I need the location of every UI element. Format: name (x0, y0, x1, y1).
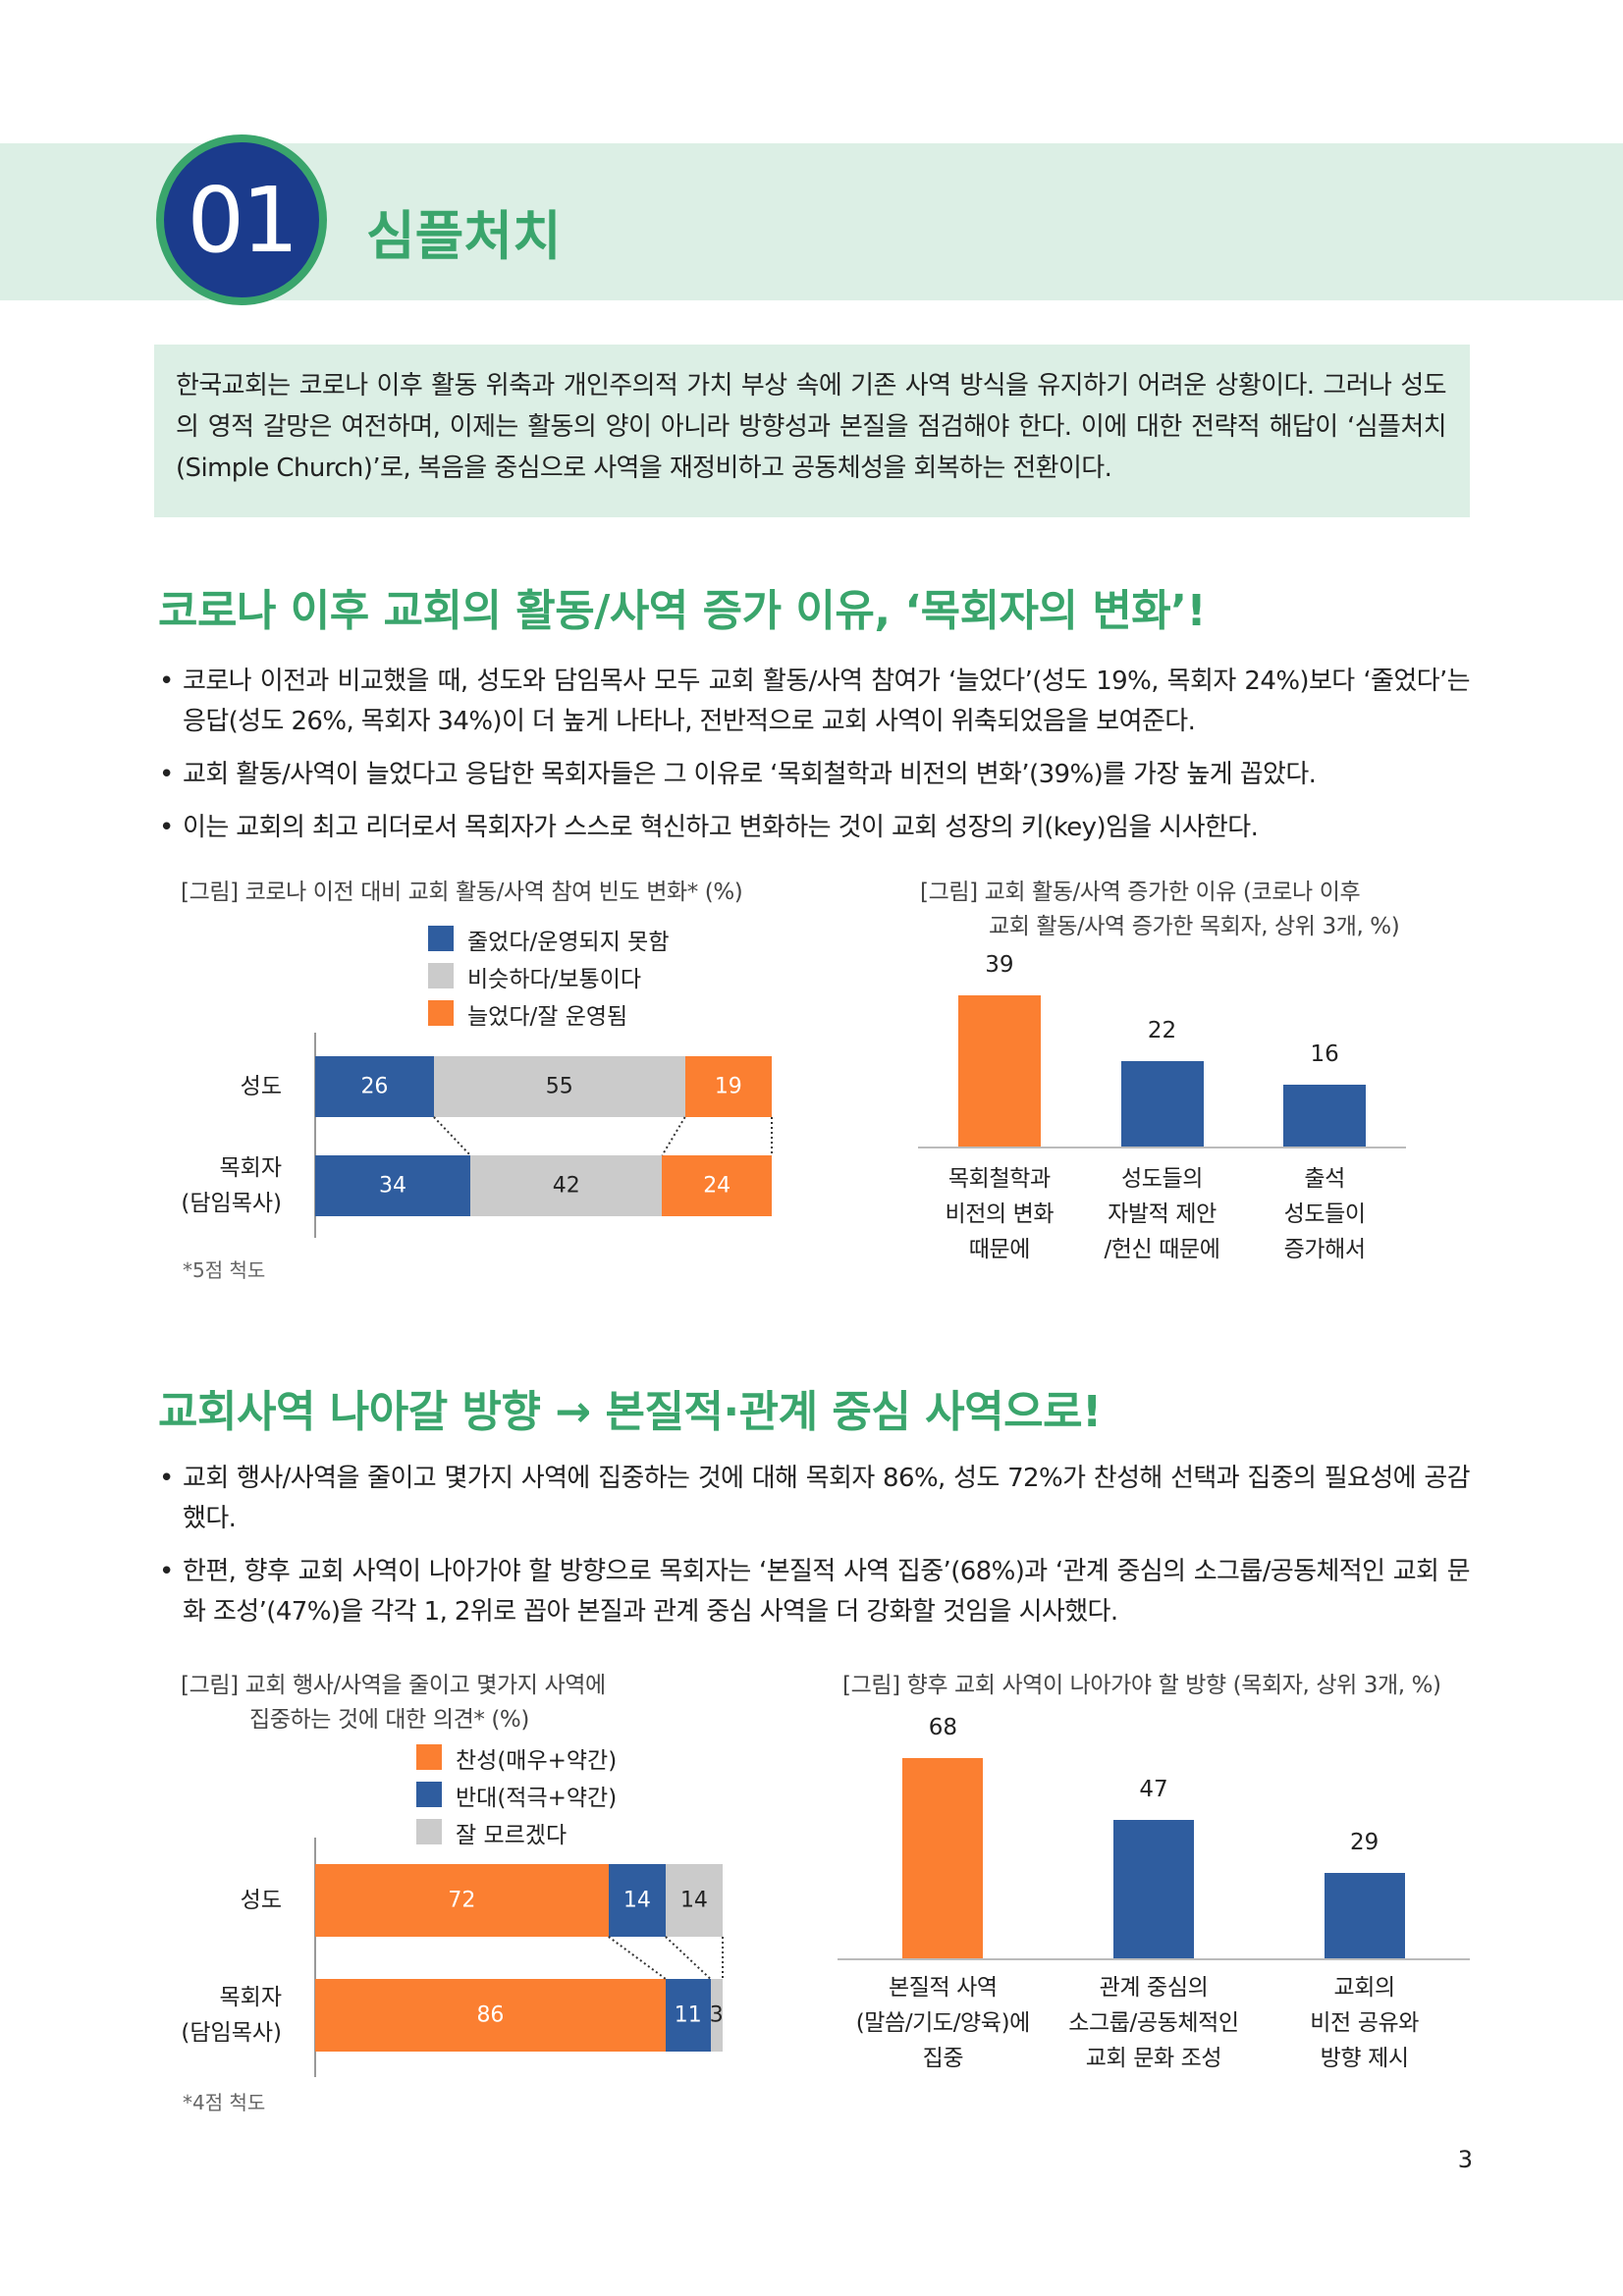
axis-line (314, 1033, 316, 1238)
bullet: 코로나 이전과 비교했을 때, 성도와 담임목사 모두 교회 활동/사역 참여가… (157, 662, 1471, 742)
connector (665, 1936, 712, 1980)
value-label: 11 (674, 2002, 702, 2028)
value-label: 14 (679, 1888, 708, 1913)
bar (1113, 1820, 1194, 1958)
value-label: 29 (1350, 1830, 1380, 1855)
legend-label: 비슷하다/보통이다 (467, 967, 642, 992)
bar-segment: 86 (315, 1979, 666, 2052)
bar-segment: 3 (709, 1979, 724, 2052)
chart-title: [그림] 교회 행사/사역을 줄이고 몇가지 사역에 집중하는 것에 대한 의견… (181, 1673, 606, 1733)
chart-note: *4점 척도 (183, 2091, 266, 2114)
page-number: 3 (1457, 2146, 1473, 2173)
category-label: 목회자 (담임목사) (181, 1985, 282, 2046)
chart-title: [그림] 교회 활동/사역 증가한 이유 (코로나 이후 교회 활동/사역 증가… (920, 880, 1400, 939)
bar (1120, 1061, 1204, 1147)
legend-label: 찬성(매우+약간) (456, 1748, 618, 1774)
value-label: 55 (545, 1074, 573, 1099)
bar (1283, 1084, 1367, 1147)
bar-segment: 34 (315, 1155, 471, 1216)
value-label: 72 (448, 1888, 476, 1913)
category-label: 성도들의 자발적 제안 /헌신 때문에 (1104, 1166, 1220, 1262)
header-title: 심플처치 (366, 205, 562, 267)
category-label: 성도 (240, 1888, 282, 1913)
section-heading: 교회사역 나아갈 방향 → 본질적·관계 중심 사역으로! (158, 1387, 1102, 1437)
legend-label: 잘 모르겠다 (456, 1823, 568, 1848)
bullet: 교회 활동/사역이 늘었다고 응답한 목회자들은 그 이유로 ‘목회철학과 비전… (157, 755, 1470, 795)
category-label: 본질적 사역 (말씀/기도/양육)에 집중 (855, 1975, 1031, 2071)
value-label: 14 (622, 1888, 651, 1913)
legend-label: 늘었다/잘 운영됨 (467, 1004, 628, 1030)
connector (433, 1116, 471, 1156)
category-label: 관계 중심의 소그룹/공동체적인 교회 문화 조성 (1068, 1975, 1239, 2071)
bullet: 이는 교회의 최고 리더로서 목회자가 스스로 혁신하고 변화하는 것이 교회 … (157, 808, 1470, 848)
chart-title: [그림] 향후 교회 사역이 나아가야 할 방향 (목회자, 상위 3개, %) (842, 1673, 1441, 1698)
connector (661, 1116, 686, 1156)
legend-swatch (428, 1000, 454, 1026)
category-label: 출석 성도들이 증가해서 (1283, 1166, 1366, 1262)
legend-label: 반대(적극+약간) (456, 1786, 618, 1811)
legend-swatch (416, 1744, 442, 1770)
value-label: 34 (379, 1173, 407, 1199)
bar-segment: 14 (608, 1864, 666, 1937)
bar-segment: 11 (665, 1979, 711, 2052)
baseline (838, 1958, 1470, 1960)
legend-swatch (416, 1782, 442, 1807)
bar-segment: 42 (470, 1155, 663, 1216)
connector (608, 1936, 667, 1980)
value-label: 3 (709, 2002, 724, 2028)
chart-title: [그림] 코로나 이전 대비 교회 활동/사역 참여 빈도 변화* (%) (181, 880, 743, 905)
value-label: 24 (703, 1173, 731, 1199)
value-label: 42 (552, 1173, 580, 1199)
section-number: 01 (156, 134, 327, 305)
value-label: 86 (476, 2002, 505, 2028)
value-label: 68 (928, 1715, 957, 1740)
baseline (918, 1147, 1406, 1148)
bullet-list: 코로나 이전과 비교했을 때, 성도와 담임목사 모두 교회 활동/사역 참여가… (157, 662, 1471, 861)
value-label: 16 (1310, 1041, 1339, 1067)
bar (1324, 1873, 1405, 1958)
value-label: 39 (985, 952, 1014, 978)
bar-segment: 14 (665, 1864, 723, 1937)
chart-note: *5점 척도 (183, 1258, 266, 1282)
bullet-list: 교회 행사/사역을 줄이고 몇가지 사역에 집중하는 것에 대해 목회자 86%… (157, 1459, 1471, 1645)
intro-text: 한국교회는 코로나 이후 활동 위축과 개인주의적 가치 부상 속에 기존 사역… (154, 345, 1470, 517)
value-label: 47 (1139, 1777, 1168, 1802)
bullet: 교회 행사/사역을 줄이고 몇가지 사역에 집중하는 것에 대해 목회자 86%… (157, 1459, 1471, 1539)
legend-swatch (428, 926, 454, 951)
bar-segment: 24 (662, 1155, 772, 1216)
legend-label: 줄었다/운영되지 못함 (467, 930, 670, 955)
section-heading: 코로나 이후 교회의 활동/사역 증가 이유, ‘목회자의 변화’! (158, 586, 1207, 636)
axis-line (314, 1838, 316, 2077)
bar-segment: 55 (433, 1056, 685, 1117)
category-label: 성도 (240, 1074, 282, 1099)
bar-segment: 72 (315, 1864, 609, 1937)
category-label: 목회철학과 비전의 변화 때문에 (945, 1166, 1055, 1262)
value-label: 22 (1147, 1018, 1177, 1044)
legend-swatch (428, 963, 454, 988)
bar-segment: 26 (315, 1056, 434, 1117)
value-label: 19 (714, 1074, 742, 1099)
legend-swatch (416, 1819, 442, 1844)
bar (902, 1758, 984, 1958)
category-label: 목회자 (담임목사) (181, 1155, 282, 1216)
bullet: 한편, 향후 교회 사역이 나아가야 할 방향으로 목회자는 ‘본질적 사역 집… (157, 1552, 1471, 1632)
bar (957, 995, 1041, 1147)
bar-segment: 19 (684, 1056, 772, 1117)
category-label: 교회의 비전 공유와 방향 제시 (1310, 1975, 1420, 2071)
value-label: 26 (360, 1074, 389, 1099)
